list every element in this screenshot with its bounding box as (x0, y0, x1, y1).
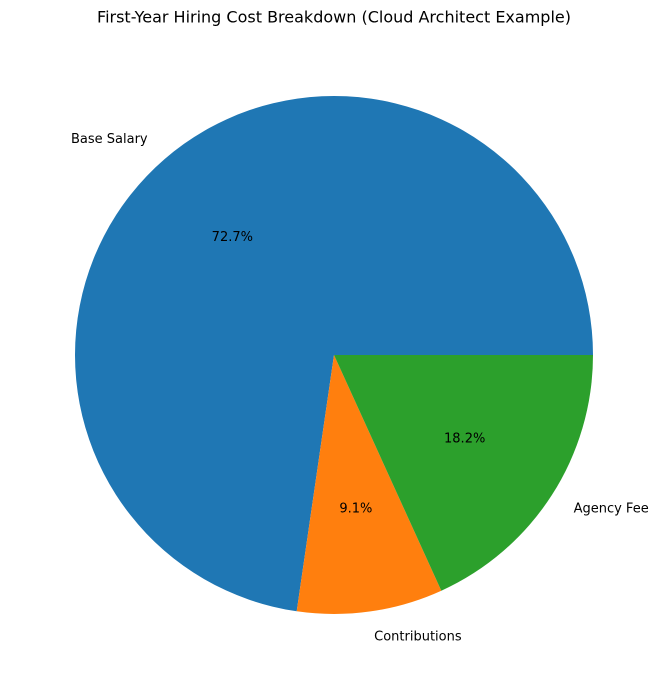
pie-slice (334, 355, 593, 591)
slice-label: Base Salary (71, 132, 148, 147)
chart-title: First-Year Hiring Cost Breakdown (Cloud … (97, 8, 571, 27)
pie-slice (296, 355, 442, 614)
slice-label: Agency Fee (574, 502, 649, 517)
percent-label: 9.1% (339, 501, 372, 516)
pie-slice (75, 96, 594, 612)
slice-label: Contributions (374, 630, 462, 645)
percent-label: 72.7% (212, 230, 253, 245)
percent-label: 18.2% (444, 432, 485, 447)
